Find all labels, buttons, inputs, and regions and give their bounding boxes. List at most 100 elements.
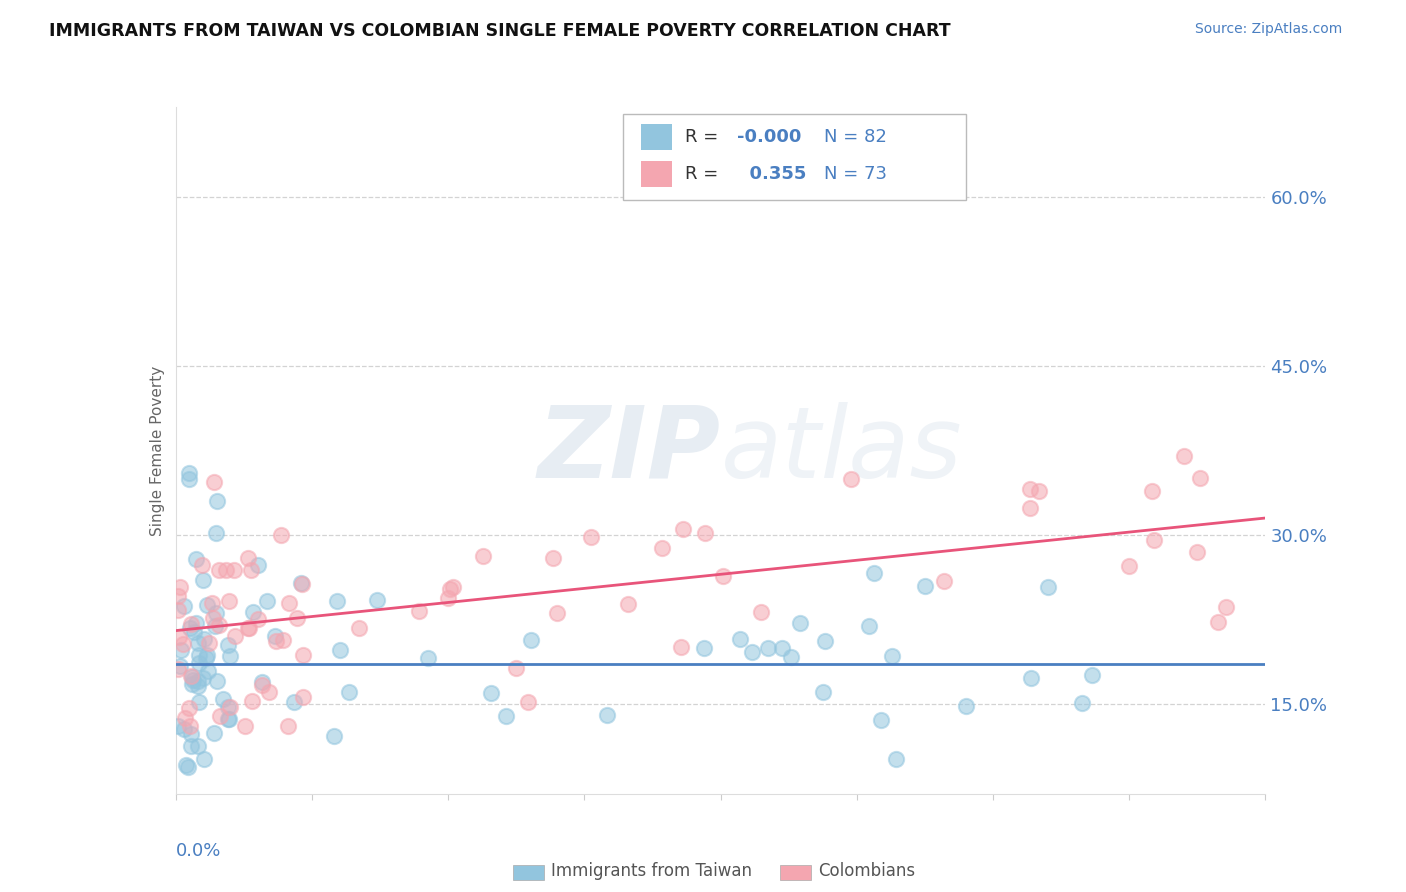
Point (290, 575, 312, 590)
Point (439, 582, 461, 596)
Point (858, 619, 880, 633)
Point (287, 611, 309, 625)
Point (581, 530, 603, 544)
Point (233, 719, 256, 733)
Point (741, 644, 763, 658)
Point (184, 616, 207, 631)
Point (187, 739, 209, 753)
Point (191, 573, 214, 587)
Point (880, 648, 903, 663)
Point (505, 661, 527, 675)
Point (1019, 671, 1042, 685)
Point (256, 594, 278, 608)
Point (1188, 470, 1211, 484)
Y-axis label: Single Female Poverty: Single Female Poverty (149, 366, 165, 535)
Point (197, 636, 219, 650)
Point (1206, 615, 1229, 630)
Point (236, 621, 259, 635)
Text: 0.355: 0.355 (737, 165, 806, 183)
Point (516, 695, 538, 709)
Point (1081, 668, 1104, 682)
Point (176, 757, 198, 772)
Point (187, 636, 209, 650)
Point (180, 617, 202, 632)
Point (617, 597, 640, 611)
Point (257, 684, 280, 698)
Point (292, 648, 315, 663)
Point (167, 719, 190, 733)
Point (222, 563, 245, 577)
Point (181, 669, 204, 683)
Point (596, 707, 619, 722)
Point (187, 648, 209, 663)
Point (366, 593, 388, 607)
Point (176, 760, 198, 774)
Text: Immigrants from Taiwan: Immigrants from Taiwan (551, 863, 752, 880)
Point (179, 719, 201, 733)
Point (863, 566, 886, 580)
Point (264, 634, 287, 648)
Point (195, 648, 218, 663)
Point (291, 576, 314, 591)
Point (814, 634, 837, 648)
Point (839, 471, 862, 485)
Text: ZIP: ZIP (537, 402, 721, 499)
Point (179, 621, 201, 635)
Point (179, 472, 201, 486)
Point (202, 726, 225, 740)
Point (188, 656, 211, 670)
Point (167, 603, 190, 617)
Point (217, 712, 239, 726)
Point (751, 605, 773, 619)
Point (250, 675, 273, 690)
Point (236, 551, 259, 566)
Point (186, 551, 208, 566)
Text: R =: R = (685, 165, 724, 183)
Point (278, 596, 301, 610)
Point (180, 739, 202, 753)
Point (546, 606, 568, 620)
Point (197, 664, 219, 678)
Point (202, 475, 225, 489)
Point (180, 676, 202, 690)
Point (408, 604, 430, 618)
Text: IMMIGRANTS FROM TAIWAN VS COLOMBIAN SINGLE FEMALE POVERTY CORRELATION CHART: IMMIGRANTS FROM TAIWAN VS COLOMBIAN SING… (49, 22, 950, 40)
Point (239, 563, 262, 577)
Point (167, 589, 190, 603)
Point (187, 674, 209, 689)
Point (283, 695, 305, 709)
Point (323, 729, 346, 743)
Point (246, 558, 269, 573)
Point (201, 611, 224, 625)
Point (811, 685, 834, 699)
Point (205, 494, 228, 508)
Point (271, 632, 294, 647)
Point (217, 699, 239, 714)
Point (263, 629, 285, 643)
Point (188, 694, 211, 708)
Point (441, 580, 464, 594)
Point (191, 558, 214, 572)
Point (173, 722, 195, 736)
Point (884, 752, 907, 766)
Point (209, 709, 232, 723)
FancyBboxPatch shape (641, 123, 672, 150)
Point (224, 629, 246, 643)
Point (180, 727, 202, 741)
Point (179, 466, 201, 480)
Text: N = 73: N = 73 (824, 165, 887, 183)
Point (250, 678, 273, 692)
Point (1143, 533, 1166, 547)
Point (205, 525, 228, 540)
Text: Colombians: Colombians (818, 863, 915, 880)
Point (326, 594, 349, 608)
Point (204, 619, 226, 633)
Point (1019, 482, 1042, 496)
Point (204, 606, 226, 620)
Point (242, 605, 264, 619)
Point (932, 574, 955, 588)
Point (218, 594, 240, 608)
Point (1173, 449, 1195, 463)
Point (780, 650, 803, 665)
FancyBboxPatch shape (623, 114, 966, 200)
